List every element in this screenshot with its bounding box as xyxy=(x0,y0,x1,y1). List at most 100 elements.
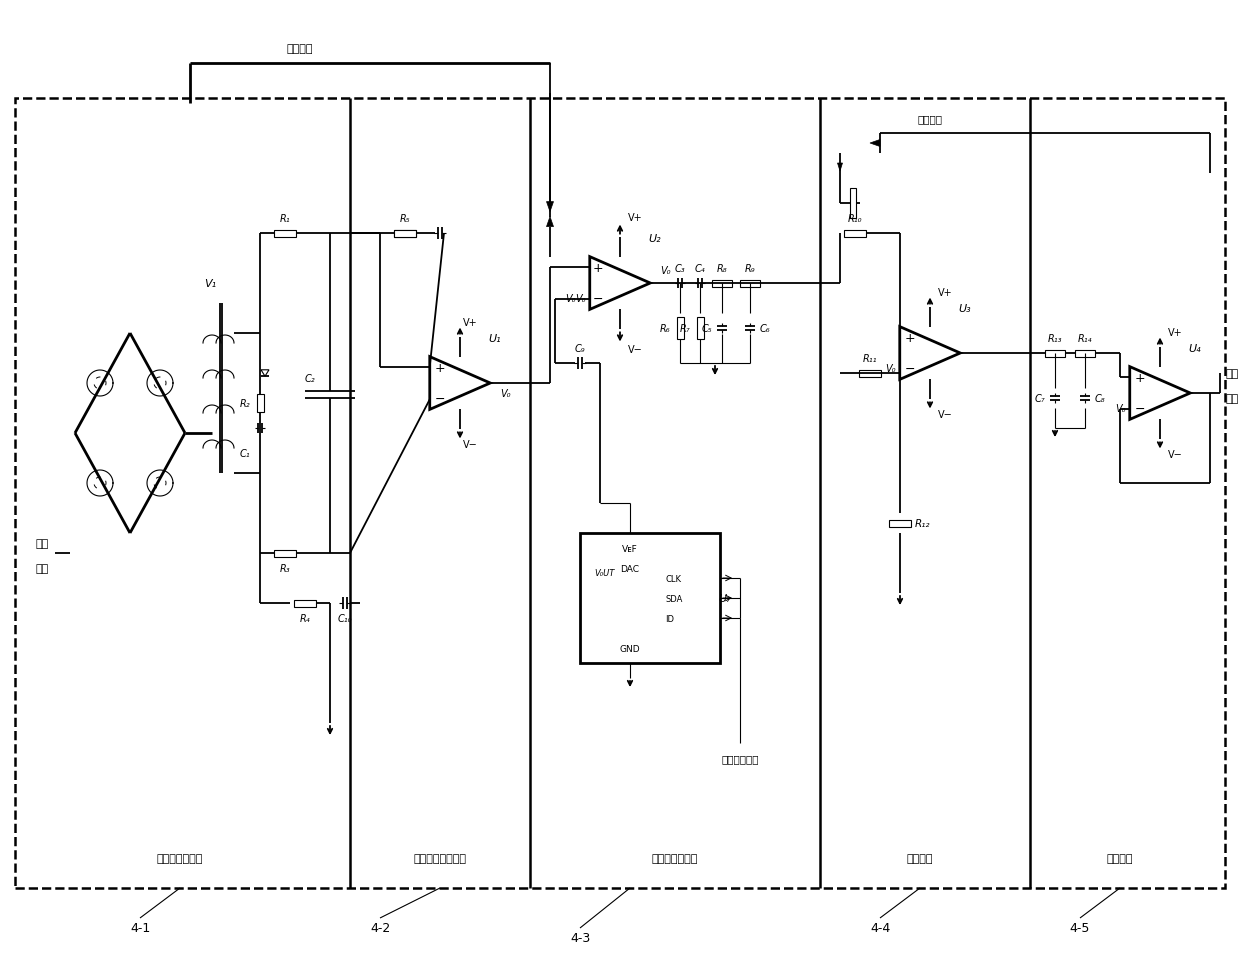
Text: R₉: R₉ xyxy=(745,264,755,274)
Text: R₁₃: R₁₃ xyxy=(1048,334,1063,344)
Bar xyxy=(849,189,856,219)
Bar xyxy=(580,534,720,663)
Text: R₆: R₆ xyxy=(660,324,671,334)
Text: 输出: 输出 xyxy=(1225,369,1239,378)
Text: ID: ID xyxy=(665,614,675,623)
Polygon shape xyxy=(1130,367,1190,420)
Text: R₁₁: R₁₁ xyxy=(863,354,877,364)
Bar xyxy=(859,370,880,377)
Bar xyxy=(257,395,264,413)
Text: C₉: C₉ xyxy=(574,344,585,354)
Text: V₁: V₁ xyxy=(203,278,216,289)
Text: −: − xyxy=(905,362,915,375)
Text: V₀: V₀ xyxy=(1115,403,1125,414)
Text: +: + xyxy=(1135,372,1146,385)
Polygon shape xyxy=(260,371,269,376)
Bar xyxy=(844,231,866,237)
Text: V₀: V₀ xyxy=(575,294,585,304)
Text: V₀: V₀ xyxy=(660,266,671,275)
Text: C₁: C₁ xyxy=(239,449,250,458)
Polygon shape xyxy=(900,327,960,380)
Text: 解调电路: 解调电路 xyxy=(906,853,934,863)
Text: R₇: R₇ xyxy=(680,324,691,334)
Bar xyxy=(394,231,415,237)
Text: 信号: 信号 xyxy=(1225,394,1239,403)
Bar xyxy=(677,317,683,339)
Text: C₃: C₃ xyxy=(675,264,686,274)
Polygon shape xyxy=(590,257,650,310)
Text: V₀UT: V₀UT xyxy=(595,569,615,578)
Text: C₁₀: C₁₀ xyxy=(337,614,352,623)
Text: U₁: U₁ xyxy=(489,334,501,344)
Text: V+: V+ xyxy=(1168,327,1182,337)
Text: R₁: R₁ xyxy=(280,213,290,224)
Text: 4-5: 4-5 xyxy=(1070,922,1090,935)
Text: SDA: SDA xyxy=(665,594,682,603)
Bar xyxy=(15,99,1225,888)
Bar xyxy=(740,280,760,287)
Text: V+: V+ xyxy=(627,213,642,222)
Bar xyxy=(394,231,415,237)
Text: V−: V− xyxy=(1168,450,1183,460)
Bar xyxy=(274,550,296,557)
Bar xyxy=(274,231,296,237)
Bar xyxy=(294,599,316,607)
Text: R₂: R₂ xyxy=(239,398,250,409)
Text: +: + xyxy=(593,262,604,275)
Text: R₅: R₅ xyxy=(399,213,410,224)
Text: V₀: V₀ xyxy=(885,364,895,374)
Bar xyxy=(1045,350,1065,357)
Polygon shape xyxy=(837,164,842,172)
Text: 增益控制信号: 增益控制信号 xyxy=(722,753,759,763)
Text: CLK: CLK xyxy=(665,574,681,583)
Text: 调制与隔离电路: 调制与隔离电路 xyxy=(156,853,203,863)
Text: R₁₀: R₁₀ xyxy=(848,213,862,224)
Bar xyxy=(889,520,911,527)
Text: 解调信号: 解调信号 xyxy=(918,113,942,124)
Text: V₀: V₀ xyxy=(564,294,575,304)
Text: V−: V− xyxy=(937,410,952,420)
Text: R₄: R₄ xyxy=(300,614,310,623)
Text: U₄: U₄ xyxy=(1189,344,1202,354)
Text: 低噪声交流放大器: 低噪声交流放大器 xyxy=(413,853,466,863)
Text: +: + xyxy=(905,333,915,345)
Text: V−: V− xyxy=(627,345,642,355)
Text: C₇: C₇ xyxy=(1034,394,1045,403)
Text: C₆: C₆ xyxy=(760,324,770,334)
Text: 4-1: 4-1 xyxy=(130,922,150,935)
Text: 跟随电路: 跟随电路 xyxy=(1107,853,1133,863)
Polygon shape xyxy=(547,202,553,213)
Text: U₇: U₇ xyxy=(719,594,732,603)
Text: C₂: C₂ xyxy=(305,374,315,384)
Text: 程控增益放大器: 程控增益放大器 xyxy=(652,853,698,863)
Text: V₀: V₀ xyxy=(500,389,510,398)
Text: V−: V− xyxy=(463,440,477,450)
Text: V+: V+ xyxy=(463,317,477,327)
Text: 4-3: 4-3 xyxy=(570,931,590,944)
Polygon shape xyxy=(870,140,880,148)
Text: V+: V+ xyxy=(937,287,952,297)
Text: C₈: C₈ xyxy=(1095,394,1105,403)
Bar xyxy=(697,317,703,339)
Text: R₈: R₈ xyxy=(717,264,728,274)
Text: GND: GND xyxy=(620,644,640,653)
Text: R₁₄: R₁₄ xyxy=(1078,334,1092,344)
Bar xyxy=(1075,350,1095,357)
Text: 输入: 输入 xyxy=(36,538,48,548)
Text: −: − xyxy=(435,392,445,405)
Text: R₃: R₃ xyxy=(280,563,290,574)
Text: C₄: C₄ xyxy=(694,264,706,274)
Text: 信号: 信号 xyxy=(36,563,48,574)
Bar xyxy=(712,280,732,287)
Text: 调制信号: 调制信号 xyxy=(286,44,314,54)
Text: 4-4: 4-4 xyxy=(870,922,890,935)
Text: R₁₂: R₁₂ xyxy=(915,518,930,529)
Text: 4-2: 4-2 xyxy=(370,922,391,935)
Text: DAC: DAC xyxy=(620,564,640,573)
Text: C₅: C₅ xyxy=(702,324,712,334)
Polygon shape xyxy=(547,217,553,228)
Text: U₃: U₃ xyxy=(959,304,971,314)
Polygon shape xyxy=(430,357,490,410)
Text: +: + xyxy=(435,362,445,375)
Text: −: − xyxy=(1135,402,1146,416)
